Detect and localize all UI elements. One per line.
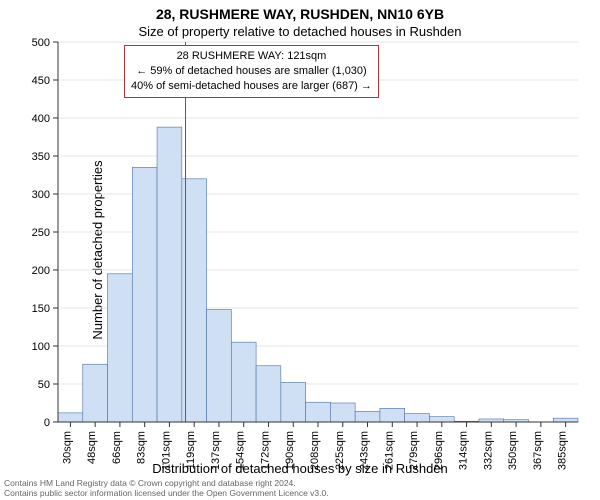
svg-text:48sqm: 48sqm [86, 431, 98, 464]
chart-subtitle: Size of property relative to detached ho… [0, 24, 600, 39]
x-axis-label: Distribution of detached houses by size … [0, 461, 600, 476]
histogram-bar [355, 411, 380, 422]
svg-text:200: 200 [32, 265, 50, 277]
histogram-bar [553, 418, 578, 422]
footer-attribution: Contains HM Land Registry data © Crown c… [4, 478, 329, 498]
svg-text:66sqm: 66sqm [111, 431, 123, 464]
histogram-bar [306, 402, 331, 422]
svg-text:250: 250 [32, 227, 50, 239]
histogram-bar [256, 366, 281, 422]
histogram-bar [231, 342, 256, 422]
chart-container: 28, RUSHMERE WAY, RUSHDEN, NN10 6YB Size… [0, 0, 600, 500]
histogram-bar [380, 408, 405, 422]
svg-text:83sqm: 83sqm [136, 431, 148, 464]
page-title: 28, RUSHMERE WAY, RUSHDEN, NN10 6YB [0, 6, 600, 22]
svg-text:30sqm: 30sqm [61, 431, 73, 464]
marker-infobox: 28 RUSHMERE WAY: 121sqm ← 59% of detache… [124, 45, 379, 98]
histogram-bar [405, 414, 430, 422]
svg-text:450: 450 [32, 75, 50, 87]
histogram-svg: 05010015020025030035040045050030sqm48sqm… [58, 42, 578, 478]
svg-text:350: 350 [32, 151, 50, 163]
footer-line2: Contains public sector information licen… [4, 488, 329, 498]
histogram-bar [83, 364, 108, 422]
chart-plot-area: 05010015020025030035040045050030sqm48sqm… [58, 42, 578, 422]
histogram-bar [108, 274, 133, 422]
histogram-bar [429, 417, 454, 422]
histogram-bar [58, 413, 83, 422]
infobox-line1: 28 RUSHMERE WAY: 121sqm [131, 49, 372, 64]
svg-text:400: 400 [32, 113, 50, 125]
footer-line1: Contains HM Land Registry data © Crown c… [4, 478, 329, 488]
svg-text:100: 100 [32, 341, 50, 353]
histogram-bar [330, 403, 355, 422]
svg-text:0: 0 [44, 417, 50, 429]
histogram-bar [281, 382, 306, 422]
histogram-bar [132, 167, 157, 422]
svg-text:50: 50 [38, 379, 50, 391]
svg-text:500: 500 [32, 37, 50, 49]
svg-text:300: 300 [32, 189, 50, 201]
infobox-line2: ← 59% of detached houses are smaller (1,… [131, 64, 372, 79]
infobox-line3: 40% of semi-detached houses are larger (… [131, 79, 372, 94]
svg-text:150: 150 [32, 303, 50, 315]
histogram-bar [157, 127, 182, 422]
histogram-bar [207, 310, 232, 422]
